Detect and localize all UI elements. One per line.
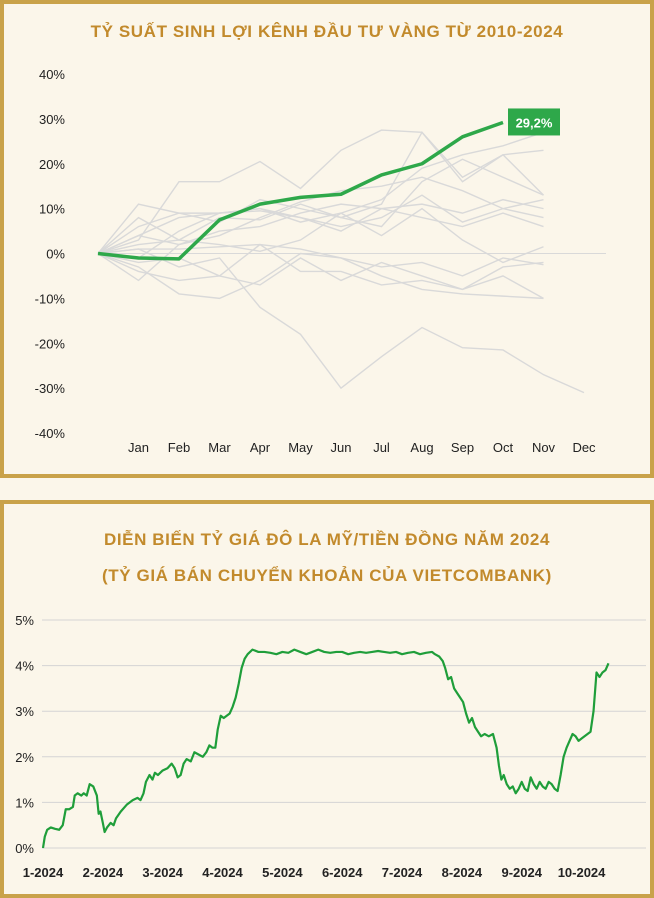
x-tick-label: 5-2024 xyxy=(262,865,303,880)
y-tick-label: 3% xyxy=(15,704,34,719)
x-tick-label: Jun xyxy=(331,440,352,455)
x-tick-label: 3-2024 xyxy=(142,865,183,880)
chart-subtitle: (TỶ GIÁ BÁN CHUYỂN KHOẢN CỦA VIETCOMBANK… xyxy=(102,566,552,585)
y-tick-label: -20% xyxy=(35,336,66,351)
highlight-series-line xyxy=(97,120,504,261)
x-tick-label: Oct xyxy=(493,440,514,455)
usd-vnd-panel: DIỄN BIẾN TỶ GIÁ ĐÔ LA MỸ/TIỀN ĐỒNG NĂM … xyxy=(0,500,654,898)
y-tick-label: -40% xyxy=(35,426,66,441)
y-tick-label: 0% xyxy=(46,247,65,262)
y-tick-label: 4% xyxy=(15,659,34,674)
x-tick-label: 10-2024 xyxy=(558,865,606,880)
x-tick-label: Aug xyxy=(410,440,433,455)
y-tick-label: 0% xyxy=(15,841,34,856)
x-tick-label: 6-2024 xyxy=(322,865,363,880)
y-tick-label: 30% xyxy=(39,112,65,127)
background-series-line xyxy=(97,131,544,254)
x-tick-label: 4-2024 xyxy=(202,865,243,880)
usd-vnd-chart: 5% 4% 3% 2% 1% 0% 1-2024 2-2024 3-2024 4-2024 5-20… xyxy=(15,613,646,880)
background-series-line xyxy=(97,243,544,299)
x-tick-label: Dec xyxy=(572,440,596,455)
y-tick-label: 20% xyxy=(39,157,65,172)
background-series-line xyxy=(97,198,544,255)
x-tick-label: 9-2024 xyxy=(501,865,542,880)
x-tick-label: 7-2024 xyxy=(382,865,423,880)
background-series-line xyxy=(97,194,544,255)
y-tick-label: 2% xyxy=(15,750,34,765)
background-series-line xyxy=(97,131,544,255)
y-tick-label: 10% xyxy=(39,202,65,217)
x-tick-label: Jan xyxy=(128,440,149,455)
chart-title: DIỄN BIẾN TỶ GIÁ ĐÔ LA MỸ/TIỀN ĐỒNG NĂM … xyxy=(103,530,551,549)
y-tick-label: 40% xyxy=(39,67,65,82)
x-tick-label: 1-2024 xyxy=(23,865,64,880)
background-series-line xyxy=(97,243,544,277)
x-tick-label: May xyxy=(288,440,313,455)
y-tick-label: -30% xyxy=(35,381,66,396)
exchange-rate-line xyxy=(41,648,610,849)
background-series-line xyxy=(97,176,544,282)
x-tick-label: 2-2024 xyxy=(83,865,124,880)
background-series-line xyxy=(97,207,544,259)
gold-return-chart: 40% 30% 20% 10% 0% -10% -20% -30% -40% Jan Feb Mar A… xyxy=(35,67,606,455)
x-tick-label: Mar xyxy=(208,440,231,455)
x-tick-label: Sep xyxy=(451,440,474,455)
y-tick-label: -10% xyxy=(35,291,66,306)
x-tick-label: Feb xyxy=(168,440,190,455)
background-series-line xyxy=(97,129,544,255)
background-series-line xyxy=(97,158,544,255)
x-tick-label: Nov xyxy=(532,440,556,455)
gold-return-panel: TỶ SUẤT SINH LỢI KÊNH ĐẦU TƯ VÀNG TỪ 201… xyxy=(0,0,654,478)
background-series-line xyxy=(97,248,585,394)
end-value-label-box xyxy=(508,108,560,136)
background-series-line xyxy=(97,252,544,300)
background-series-line xyxy=(97,207,544,264)
x-tick-label: Jul xyxy=(373,440,390,455)
x-tick-label: Apr xyxy=(250,440,271,455)
end-value-label: 29,2% xyxy=(516,115,553,130)
x-tick-label: 8-2024 xyxy=(442,865,483,880)
chart-title: TỶ SUẤT SINH LỢI KÊNH ĐẦU TƯ VÀNG TỪ 201… xyxy=(90,22,564,41)
y-tick-label: 5% xyxy=(15,613,34,628)
y-tick-label: 1% xyxy=(15,795,34,810)
